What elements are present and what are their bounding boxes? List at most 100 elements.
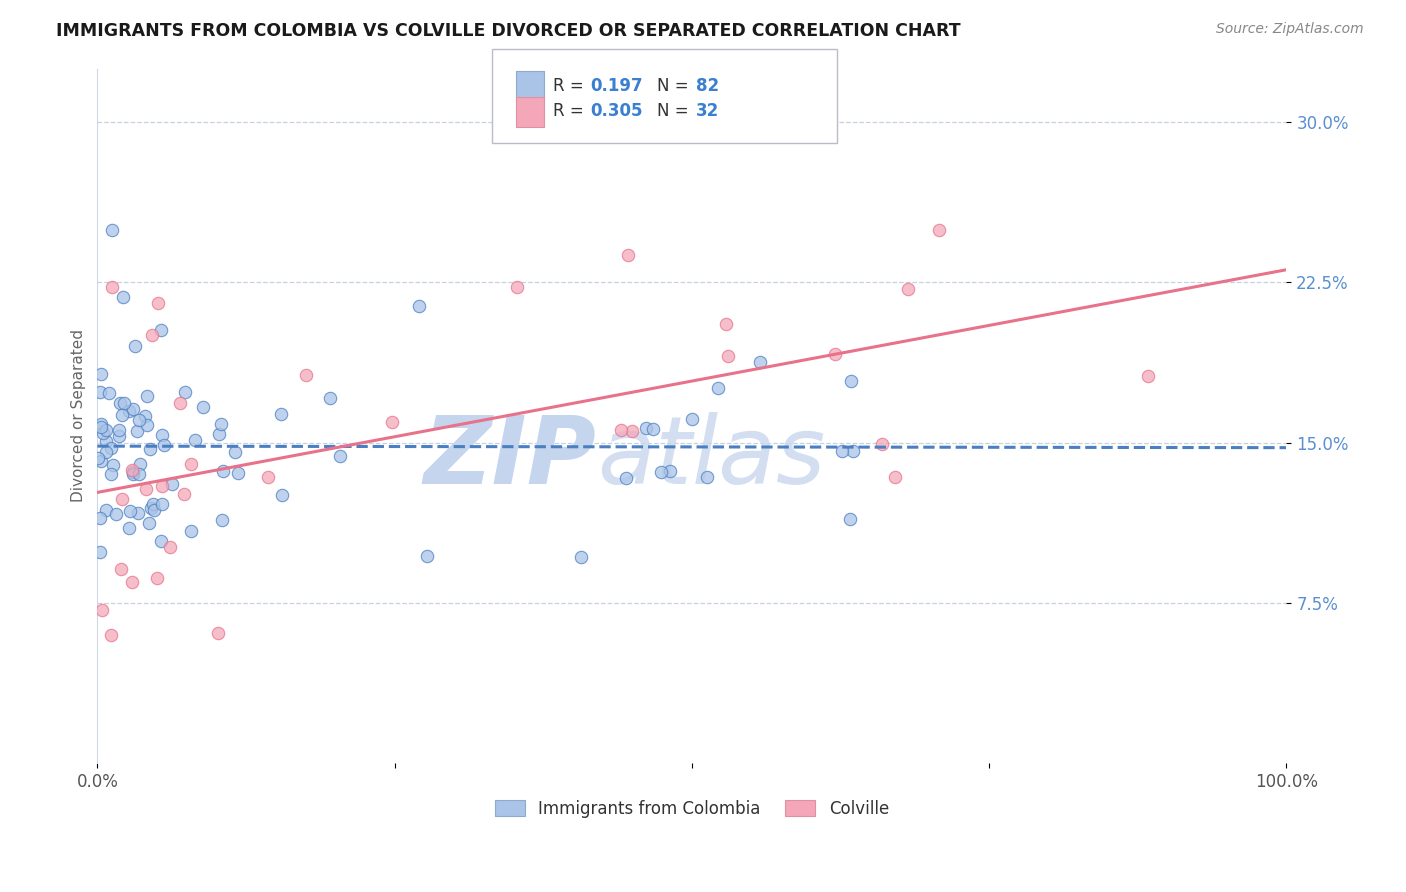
Point [100,467,122,482]
Point [87,451,110,466]
Point [89,510,111,524]
Point [208,426,231,441]
Point [839,511,862,525]
Point [658,464,681,478]
Point [94,503,117,517]
Point [138,442,160,456]
Point [101,458,124,473]
Point [180,524,202,539]
Point [101,280,124,294]
Point [141,500,163,515]
Point [101,223,124,237]
Point [128,467,150,481]
Point [112,396,135,410]
Point [90,368,112,382]
Point [138,516,160,530]
Point [153,438,176,452]
Point [173,487,195,501]
Point [141,328,163,343]
Point [120,503,142,517]
Point [681,412,703,426]
Point [134,409,156,424]
Point [183,433,205,447]
Text: 32: 32 [696,103,720,120]
Point [839,375,862,389]
Y-axis label: Divorced or Separated: Divorced or Separated [72,329,86,502]
Point [121,401,143,416]
Point [124,339,146,353]
Point [617,248,640,262]
Point [150,478,173,492]
Point [96,445,118,459]
Text: R =: R = [553,77,589,95]
Point [111,408,134,422]
Point [150,498,173,512]
Point [159,540,181,554]
Point [150,428,173,442]
Point [636,421,658,435]
Point [621,424,644,438]
Point [108,423,131,437]
Point [127,424,149,438]
Point [111,491,134,506]
Point [146,296,169,310]
Point [135,482,157,496]
Point [128,457,150,471]
Point [122,465,145,479]
Point [108,396,131,410]
Point [160,477,183,491]
Point [295,368,318,382]
Point [90,420,112,434]
Point [90,417,112,431]
Text: atlas: atlas [596,412,825,503]
Point [122,467,145,482]
Point [89,545,111,559]
Point [108,429,131,443]
Point [569,550,592,565]
Text: N =: N = [657,103,688,120]
Point [897,282,920,296]
Point [212,464,235,478]
Text: Source: ZipAtlas.com: Source: ZipAtlas.com [1216,22,1364,37]
Point [650,465,672,479]
Point [226,466,249,480]
Point [257,469,280,483]
Point [748,355,770,369]
Point [928,223,950,237]
Point [824,347,846,361]
Text: R =: R = [553,103,589,120]
Text: N =: N = [657,77,688,95]
Point [110,561,132,575]
Text: 0.305: 0.305 [591,103,643,120]
Point [96,423,118,437]
Point [127,506,149,520]
Point [381,415,404,429]
Point [118,521,141,535]
Point [329,449,352,463]
Point [146,571,169,585]
Point [100,628,122,642]
Legend: Immigrants from Colombia, Colville: Immigrants from Colombia, Colville [488,793,896,824]
Point [270,488,292,502]
Point [270,407,292,421]
Point [98,386,121,401]
Point [884,469,907,483]
Point [211,512,233,526]
Point [870,437,893,451]
Point [707,381,730,395]
Point [614,470,637,484]
Point [191,400,214,414]
Point [174,385,197,400]
Point [104,507,127,521]
Point [149,533,172,548]
Point [842,444,865,458]
Point [1136,369,1159,384]
Point [641,422,664,436]
Point [696,470,718,484]
Point [94,434,117,448]
Point [91,603,114,617]
Point [319,392,342,406]
Point [207,626,229,640]
Text: 82: 82 [696,77,718,95]
Point [100,441,122,455]
